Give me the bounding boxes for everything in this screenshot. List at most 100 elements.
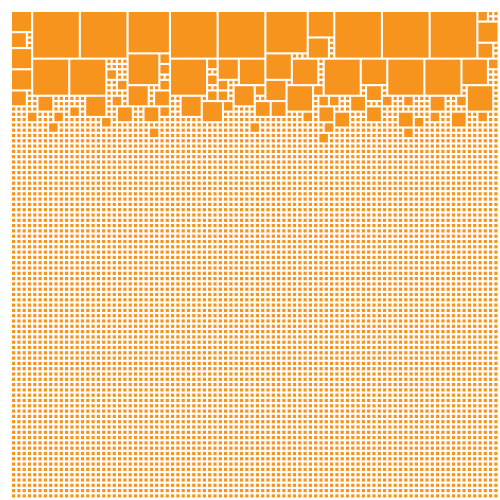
small-square [128,319,132,323]
small-square [250,171,254,175]
small-square [65,319,69,323]
small-square [441,372,445,376]
small-square [308,367,312,371]
large-square [118,107,132,122]
small-square [393,102,397,106]
small-square [414,107,418,111]
small-square [340,255,344,259]
small-square [356,202,360,206]
small-square [451,245,456,249]
small-square [457,234,461,238]
small-square [282,367,286,371]
small-square [155,308,159,312]
small-square [133,208,138,212]
small-square [239,107,244,111]
small-square [107,65,111,69]
small-square [266,186,270,191]
small-square [266,165,270,169]
small-square [446,165,450,169]
small-square [54,144,58,148]
small-square [118,282,122,286]
small-square [17,335,21,339]
small-square [80,303,85,307]
small-square [144,234,148,238]
large-square [12,49,32,69]
small-square [107,102,111,106]
small-square [441,255,445,259]
small-square [282,266,286,270]
small-square [229,303,233,307]
small-square [80,292,85,297]
small-square [261,330,265,334]
small-square [160,335,164,339]
small-square [393,255,397,259]
small-square [22,335,26,339]
small-square [436,340,440,344]
small-square [340,171,344,175]
small-square [213,282,217,286]
small-square [330,224,334,228]
small-square [483,213,487,217]
small-square [245,261,249,265]
small-square [425,266,429,270]
small-square [340,271,344,275]
small-square [80,340,85,344]
small-square [388,303,392,307]
small-square [383,128,387,132]
small-square [372,255,376,259]
small-square [282,208,286,212]
small-square [303,266,307,270]
small-square [494,49,498,53]
large-square [303,112,312,122]
small-square [383,239,387,244]
large-square [171,59,206,95]
small-square [319,277,323,281]
small-square [239,208,244,212]
small-square [287,197,291,201]
small-square [102,133,106,138]
small-square [186,144,191,148]
small-square [12,361,16,365]
small-square [91,160,95,164]
small-square [441,202,445,206]
small-square [377,144,381,148]
small-square [436,351,440,355]
small-square [239,388,244,392]
small-square [489,176,493,180]
small-square [107,208,111,212]
small-square [356,176,360,180]
small-square [234,107,238,111]
small-square [75,388,79,392]
small-square [229,250,233,254]
small-square [33,250,37,254]
small-square [494,282,498,286]
small-square [308,176,312,180]
small-square [96,287,100,291]
small-square [261,314,265,318]
small-square [266,356,270,360]
small-square [372,250,376,254]
small-square [171,186,175,191]
small-square [202,123,206,127]
small-square [383,308,387,312]
small-square [17,181,21,185]
small-square [107,202,111,206]
small-square [261,340,265,344]
small-square [17,271,21,275]
small-square [96,155,100,159]
small-square [70,218,74,222]
small-square [17,388,21,392]
small-square [202,356,206,360]
small-square [171,123,175,127]
small-square [398,356,403,360]
small-square [319,59,323,63]
small-square [361,218,365,222]
small-square [277,149,281,153]
small-square [75,197,79,201]
small-square [133,149,138,153]
small-square [139,149,143,153]
small-square [478,165,482,169]
small-square [160,292,164,297]
small-square [49,277,53,281]
small-square [478,282,482,286]
